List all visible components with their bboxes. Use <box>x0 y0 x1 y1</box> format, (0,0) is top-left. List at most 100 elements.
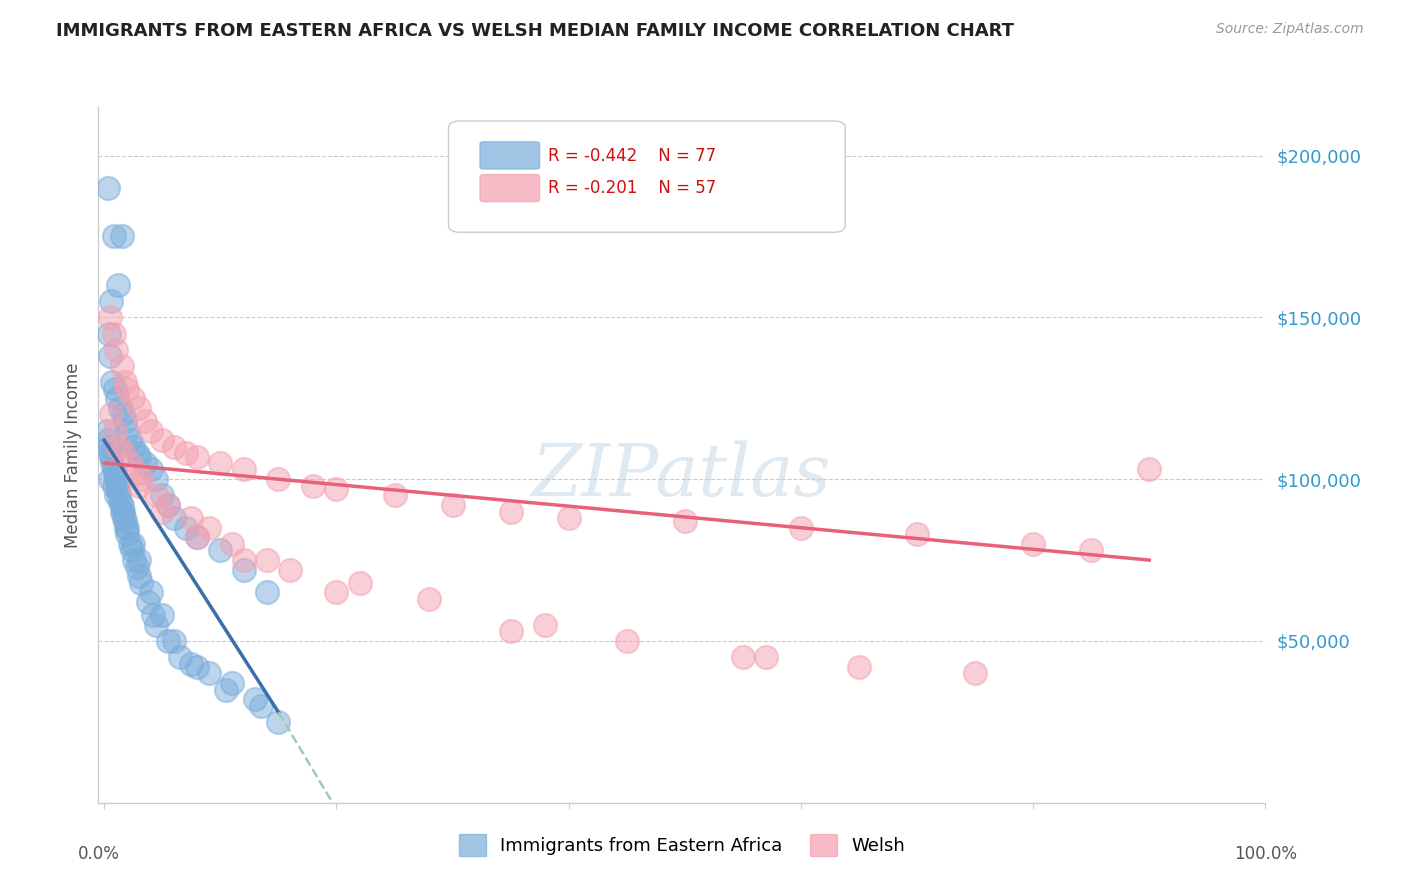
Point <box>134 456 156 470</box>
Point <box>98 446 121 460</box>
Point <box>325 482 347 496</box>
Point <box>243 692 266 706</box>
Point <box>114 514 136 528</box>
Point <box>905 527 928 541</box>
Point <box>100 294 122 309</box>
Point <box>174 521 197 535</box>
Point <box>441 498 464 512</box>
Point <box>180 511 202 525</box>
Text: ZIPatlas: ZIPatlas <box>531 441 832 511</box>
Point <box>118 434 141 448</box>
Point <box>731 650 754 665</box>
Point <box>139 424 162 438</box>
Point <box>157 498 180 512</box>
Point <box>100 450 122 464</box>
Point <box>125 446 148 460</box>
Point <box>349 575 371 590</box>
Point <box>98 310 121 325</box>
FancyBboxPatch shape <box>479 175 540 202</box>
Text: IMMIGRANTS FROM EASTERN AFRICA VS WELSH MEDIAN FAMILY INCOME CORRELATION CHART: IMMIGRANTS FROM EASTERN AFRICA VS WELSH … <box>56 22 1014 40</box>
Point <box>209 543 232 558</box>
Point <box>325 585 347 599</box>
Point <box>107 482 129 496</box>
Point <box>97 434 120 448</box>
Point <box>142 608 165 623</box>
Point <box>107 278 129 293</box>
Point <box>100 408 122 422</box>
Point <box>111 359 134 373</box>
Point <box>163 440 186 454</box>
Point <box>673 514 696 528</box>
Point <box>105 478 128 492</box>
Point <box>131 472 153 486</box>
Point <box>104 424 127 438</box>
Point <box>197 521 219 535</box>
Point <box>110 495 132 509</box>
Point <box>114 414 136 428</box>
Point <box>157 634 180 648</box>
Point <box>1137 462 1160 476</box>
Point <box>557 511 579 525</box>
Point <box>107 440 129 454</box>
Point <box>124 553 146 567</box>
Point <box>256 585 278 599</box>
Point <box>267 472 290 486</box>
Point <box>186 531 208 545</box>
Point <box>209 456 232 470</box>
Point <box>134 414 156 428</box>
Point <box>138 595 160 609</box>
Point <box>150 434 173 448</box>
Point <box>169 650 191 665</box>
Point <box>125 559 148 574</box>
Point <box>616 634 638 648</box>
Point <box>163 634 186 648</box>
Point <box>114 375 136 389</box>
Point <box>111 504 134 518</box>
Point <box>221 537 243 551</box>
Point <box>174 446 197 460</box>
Point <box>98 472 121 486</box>
Point <box>145 617 167 632</box>
Point <box>98 349 121 363</box>
Point <box>150 488 173 502</box>
Point <box>215 682 238 697</box>
Point <box>111 408 134 422</box>
Point <box>232 462 254 476</box>
Point <box>232 563 254 577</box>
Point <box>145 472 167 486</box>
Point <box>104 488 127 502</box>
Point <box>186 531 208 545</box>
Point <box>186 450 208 464</box>
Point <box>128 401 150 415</box>
Point <box>97 326 120 341</box>
Point <box>1080 543 1102 558</box>
FancyBboxPatch shape <box>479 142 540 169</box>
Point <box>112 511 135 525</box>
Point <box>111 504 134 518</box>
Point <box>221 676 243 690</box>
Y-axis label: Median Family Income: Median Family Income <box>65 362 83 548</box>
Point <box>104 466 127 480</box>
Point <box>104 472 127 486</box>
Point <box>117 521 139 535</box>
Point <box>118 537 141 551</box>
Text: 100.0%: 100.0% <box>1234 845 1296 863</box>
Point <box>150 608 173 623</box>
Text: Source: ZipAtlas.com: Source: ZipAtlas.com <box>1216 22 1364 37</box>
Point <box>163 511 186 525</box>
Point <box>384 488 406 502</box>
Point <box>101 456 124 470</box>
Point <box>145 488 167 502</box>
Point <box>115 521 138 535</box>
Point <box>103 462 125 476</box>
Point <box>105 392 128 406</box>
Point <box>131 575 153 590</box>
Point <box>157 498 180 512</box>
Legend: Immigrants from Eastern Africa, Welsh: Immigrants from Eastern Africa, Welsh <box>451 827 912 863</box>
Point <box>96 424 118 438</box>
Point <box>848 660 870 674</box>
Point <box>534 617 557 632</box>
Point <box>117 382 139 396</box>
Point <box>139 462 162 476</box>
Point <box>250 698 273 713</box>
